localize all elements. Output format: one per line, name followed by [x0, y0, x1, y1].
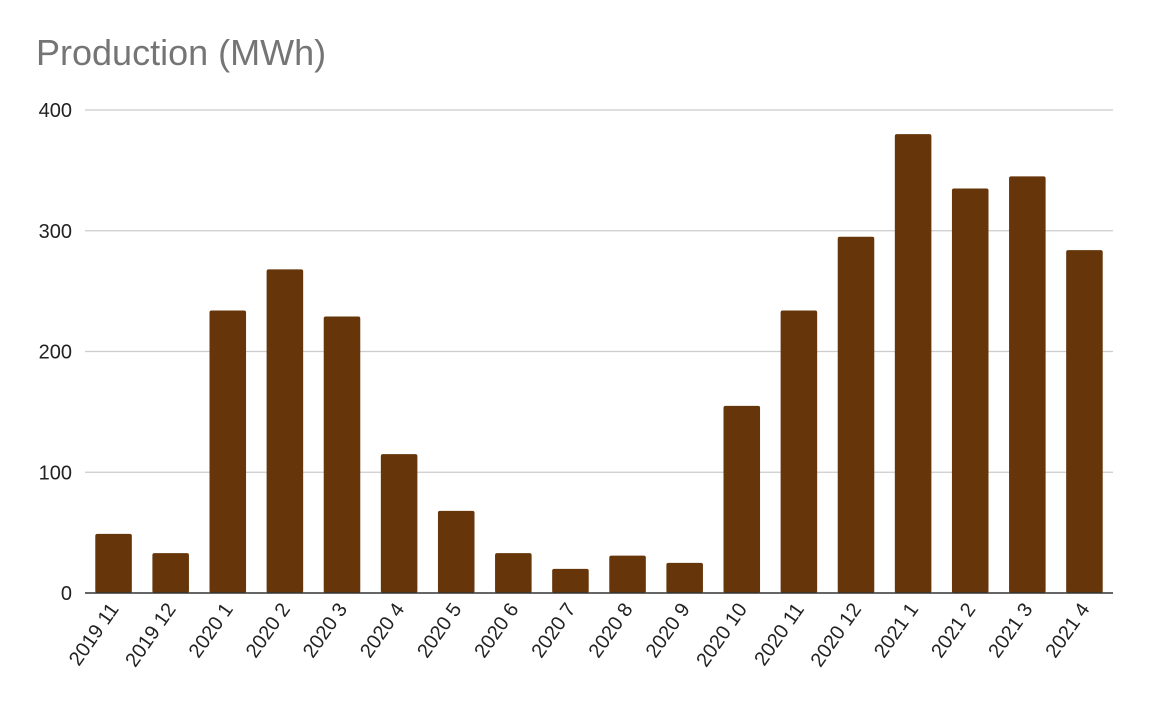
bar [894, 134, 932, 593]
y-tick-label: 200 [39, 342, 72, 364]
x-tick-label: 2021 4 [1041, 599, 1094, 662]
x-tick-label: 2021 1 [870, 599, 923, 662]
bar [780, 310, 818, 593]
x-tick-label: 2019 11 [65, 599, 124, 670]
bar [837, 236, 875, 593]
bar [666, 562, 703, 593]
x-tick-label: 2020 12 [807, 599, 866, 671]
bar [266, 269, 304, 593]
bar [495, 553, 532, 593]
bar [152, 553, 189, 593]
y-axis-ticks: 0 100 200 300 400 [39, 100, 72, 605]
bar [609, 555, 646, 593]
x-tick-label: 2020 4 [356, 599, 409, 662]
x-tick-label: 2020 6 [470, 599, 523, 662]
x-tick-label: 2020 2 [242, 599, 295, 662]
x-tick-label: 2020 1 [185, 599, 238, 662]
y-tick-label: 100 [39, 462, 72, 484]
gridlines [85, 109, 1113, 473]
bar [380, 454, 418, 593]
chart-title: Production (MWh) [36, 32, 327, 73]
x-tick-label: 2020 9 [642, 599, 695, 662]
x-tick-label: 2020 3 [299, 599, 352, 662]
x-tick-label: 2020 10 [692, 599, 751, 671]
bar [323, 316, 361, 593]
bar [723, 405, 761, 593]
bars [95, 134, 1103, 594]
bar [1009, 176, 1046, 593]
x-tick-label: 2021 3 [984, 599, 1037, 662]
bar [1066, 250, 1103, 593]
bar [437, 510, 475, 593]
y-tick-label: 0 [61, 583, 72, 605]
x-tick-label: 2021 2 [927, 599, 980, 662]
bar [552, 568, 589, 593]
y-tick-label: 300 [39, 221, 72, 243]
x-tick-label: 2019 12 [121, 599, 180, 671]
bar [951, 188, 989, 594]
x-tick-label: 2020 11 [750, 599, 809, 670]
bar [209, 310, 247, 593]
bar [95, 533, 132, 593]
x-tick-label: 2020 7 [527, 599, 580, 662]
x-tick-label: 2020 5 [413, 599, 466, 662]
y-tick-label: 400 [39, 100, 72, 122]
x-tick-label: 2020 8 [585, 599, 638, 662]
